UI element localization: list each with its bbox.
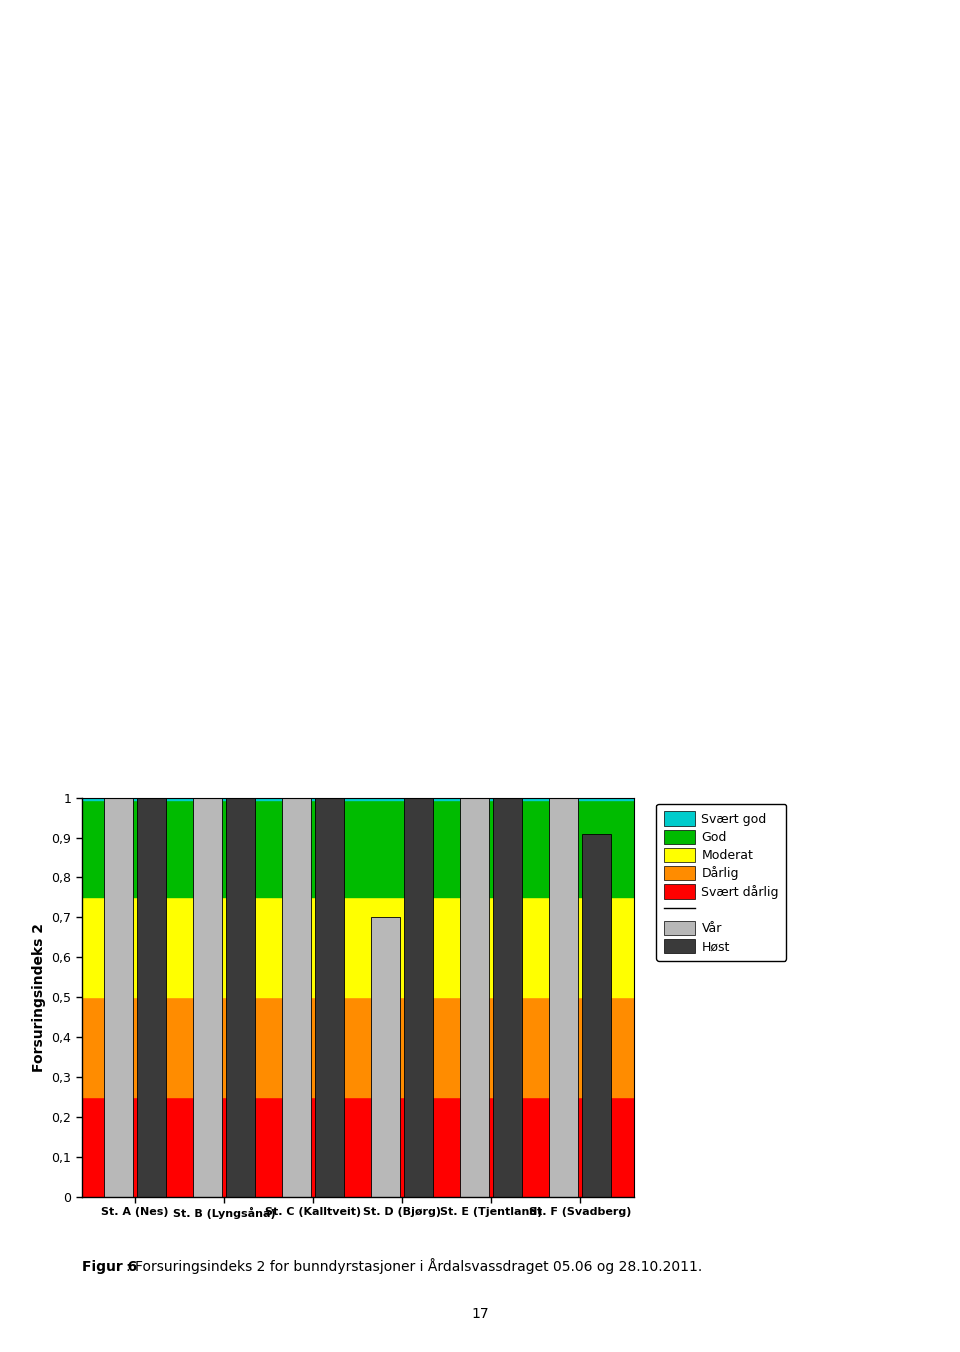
Bar: [137, 798, 166, 1197]
Bar: [82, 898, 634, 998]
Bar: [82, 798, 634, 898]
Bar: [82, 998, 634, 1096]
Bar: [282, 798, 311, 1197]
Text: : Forsuringsindeks 2 for bunndyrstasjoner i Årdalsvassdraget 05.06 og 28.10.2011: : Forsuringsindeks 2 for bunndyrstasjone…: [126, 1257, 702, 1274]
Bar: [193, 798, 223, 1197]
Bar: [226, 798, 255, 1197]
Bar: [492, 798, 522, 1197]
Bar: [404, 798, 433, 1197]
Text: 17: 17: [471, 1307, 489, 1321]
Bar: [460, 798, 490, 1197]
Legend: Svært god, God, Moderat, Dårlig, Svært dårlig, , Vår, Høst: Svært god, God, Moderat, Dårlig, Svært d…: [657, 804, 786, 961]
Bar: [371, 918, 400, 1197]
Bar: [549, 798, 578, 1197]
Bar: [82, 798, 634, 800]
Y-axis label: Forsuringsindeks 2: Forsuringsindeks 2: [32, 922, 46, 1072]
Bar: [82, 1096, 634, 1197]
Bar: [104, 798, 133, 1197]
Bar: [582, 834, 612, 1197]
Bar: [315, 798, 345, 1197]
Text: Figur 6: Figur 6: [82, 1260, 137, 1274]
